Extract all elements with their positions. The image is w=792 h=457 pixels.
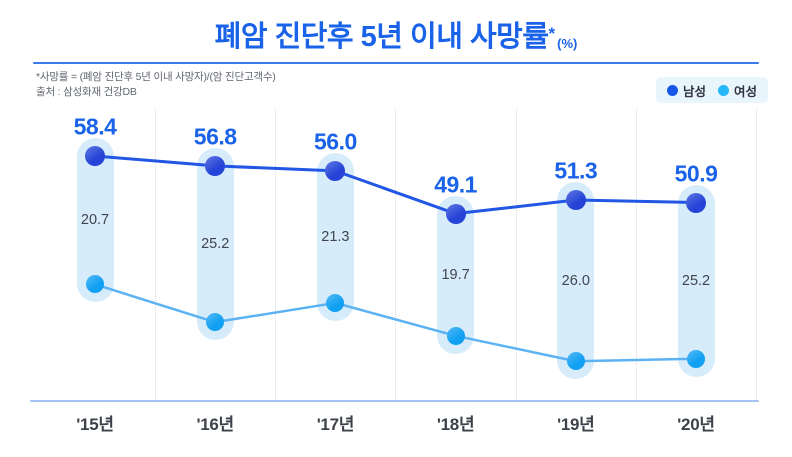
page-title: 폐암 진단후 5년 이내 사망률 * (%) — [0, 14, 792, 54]
female-dot — [326, 293, 345, 312]
gap-value-label: 25.2 — [201, 236, 230, 253]
gap-value-label: 26.0 — [561, 272, 590, 289]
footnote-source: 출처 : 삼성화재 건강DB — [36, 86, 137, 98]
gridline — [275, 108, 277, 401]
gap-pill — [677, 184, 715, 377]
gridline — [635, 108, 637, 401]
female-dot — [687, 349, 705, 368]
gridline — [155, 108, 156, 401]
x-axis-label: '15년 — [76, 415, 114, 434]
male-value-label: 50.9 — [674, 160, 718, 186]
male-dot — [686, 192, 706, 213]
gap-pill — [557, 182, 595, 380]
gap-value-label: 25.2 — [681, 272, 711, 289]
x-axis-line — [30, 400, 759, 402]
x-axis-label: '19년 — [557, 415, 595, 434]
female-dot — [206, 313, 225, 332]
title-text: 폐암 진단후 5년 이내 사망률 — [214, 21, 549, 54]
x-axis-label: '16년 — [196, 415, 234, 434]
legend-label-female: 여성 — [734, 84, 758, 99]
male-dot — [205, 155, 226, 176]
male-value-label: 56.0 — [314, 128, 357, 155]
male-value-label: 51.3 — [554, 157, 598, 184]
male-value-label: 49.1 — [434, 171, 477, 198]
legend-label-male: 남성 — [683, 84, 707, 99]
male-value-label: 56.8 — [193, 123, 237, 150]
female-dot — [566, 352, 585, 371]
male-dot — [445, 203, 466, 224]
male-dot — [85, 146, 105, 166]
x-axis-label: '17년 — [316, 415, 355, 434]
gap-pill — [316, 152, 354, 321]
male-value-label: 58.4 — [73, 113, 117, 140]
x-axis-label: '20년 — [677, 415, 715, 434]
title-asterisk: * — [548, 24, 556, 43]
footnote: *사망률 = (폐암 진단후 5년 이내 사망자)/(암 진단고객수) 출처 :… — [36, 70, 276, 100]
female-dot — [446, 326, 465, 345]
title-divider — [33, 62, 759, 64]
male-legend-dot-icon — [667, 84, 678, 96]
male-series-line — [93, 154, 698, 216]
gridline — [756, 108, 757, 401]
male-dot — [565, 190, 586, 211]
female-series-line — [93, 283, 698, 363]
gap-pill — [196, 147, 234, 341]
legend-item-male: 남성 — [667, 81, 706, 100]
gap-value-label: 21.3 — [321, 228, 350, 245]
x-axis-label: '18년 — [436, 415, 475, 434]
title-unit: (%) — [557, 36, 578, 51]
legend: 남성 여성 — [656, 77, 769, 103]
female-legend-dot-icon — [718, 84, 730, 96]
male-dot — [325, 160, 346, 181]
gap-value-label: 20.7 — [80, 212, 110, 229]
legend-item-female: 여성 — [718, 81, 757, 100]
gridline — [395, 108, 397, 401]
gap-value-label: 19.7 — [441, 266, 470, 283]
footnote-formula: *사망률 = (폐암 진단후 5년 이내 사망자)/(암 진단고객수) — [36, 71, 276, 83]
gridline — [515, 108, 517, 401]
female-dot — [86, 275, 104, 294]
